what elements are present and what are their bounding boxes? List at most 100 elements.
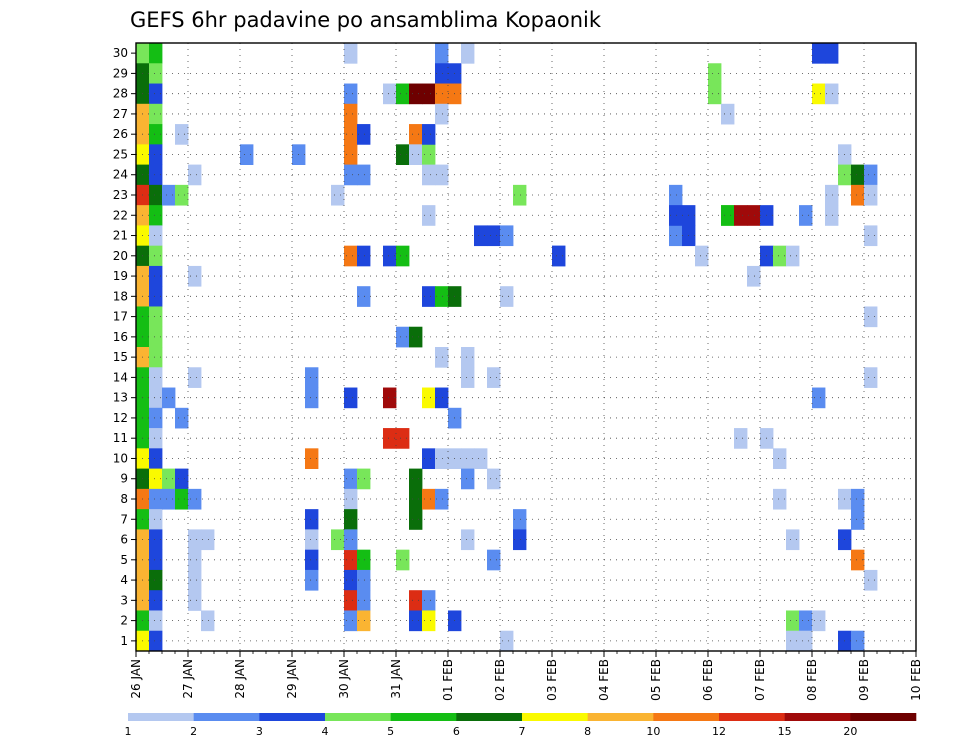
heatmap-cell (409, 509, 423, 530)
heatmap-cell (669, 225, 683, 247)
heatmap-cell (188, 367, 202, 388)
heatmap-cell (851, 509, 865, 530)
y-tick-label: 11 (113, 431, 128, 445)
heatmap-cell (305, 448, 319, 469)
heatmap-cell (422, 144, 436, 165)
heatmap-cell (136, 43, 150, 64)
heatmap-cell (825, 83, 839, 105)
heatmap-cell (149, 286, 163, 307)
heatmap-cell (864, 306, 878, 328)
heatmap-cell (513, 509, 527, 530)
colorbar-swatch (128, 713, 194, 721)
colorbar-tick-label: 10 (646, 725, 660, 738)
heatmap-cell (695, 245, 709, 267)
heatmap-cell (357, 286, 371, 307)
heatmap-cell (773, 488, 787, 510)
heatmap-cell (422, 590, 436, 611)
x-tick-label: 08 FEB (805, 659, 819, 701)
heatmap-cell (461, 43, 475, 64)
heatmap-cell (422, 610, 436, 632)
heatmap-cell (409, 590, 423, 611)
heatmap-cell (344, 529, 358, 551)
y-tick-label: 25 (113, 147, 128, 161)
heatmap-cell (357, 124, 371, 145)
heatmap-cell (812, 387, 826, 409)
heatmap-cell (461, 347, 475, 368)
heatmap-cell (162, 387, 176, 409)
y-axis: 1234567891011121314151617181920212223242… (113, 46, 136, 648)
heatmap-cell (344, 83, 358, 105)
heatmap-cell (162, 468, 176, 490)
y-tick-label: 22 (113, 208, 128, 222)
heatmap-cell (188, 488, 202, 510)
colorbar-tick-label: 8 (584, 725, 591, 738)
colorbar-swatch (653, 713, 720, 721)
colorbar-swatch (390, 713, 457, 721)
y-tick-label: 12 (113, 411, 128, 425)
heatmap-cell (396, 83, 410, 105)
heatmap-cell (357, 245, 371, 267)
heatmap-cell (149, 184, 163, 206)
heatmap-cell (149, 103, 163, 125)
heatmap-cell (864, 184, 878, 206)
heatmap-cell (708, 83, 722, 105)
y-tick-label: 14 (113, 370, 128, 384)
heatmap-cell (435, 286, 449, 307)
colorbar-tick-label: 2 (190, 725, 197, 738)
x-tick-label: 07 FEB (753, 659, 767, 701)
heatmap-cell (461, 448, 475, 469)
heatmap-cell (864, 367, 878, 388)
heatmap-cell (188, 590, 202, 611)
heatmap-cell (435, 488, 449, 510)
heatmap-cell (344, 164, 358, 186)
y-tick-label: 27 (113, 107, 128, 121)
heatmap-cell (149, 144, 163, 165)
heatmap-cell (812, 43, 826, 64)
y-tick-label: 2 (120, 614, 128, 628)
heatmap-cell (357, 468, 371, 490)
y-tick-label: 4 (120, 573, 128, 587)
heatmap-cell (721, 103, 735, 125)
heatmap-cell (344, 43, 358, 64)
heatmap-cell (149, 569, 163, 591)
x-tick-label: 02 FEB (493, 659, 507, 701)
heatmap-cell (487, 367, 501, 388)
x-tick-label: 27 JAN (181, 659, 195, 699)
heatmap-cell (500, 630, 514, 652)
heatmap-cell (149, 549, 163, 571)
heatmap-cell (149, 306, 163, 328)
heatmap-cell (461, 468, 475, 490)
heatmap-cell (500, 225, 514, 247)
heatmap-cell (188, 549, 202, 571)
heatmap-cell (435, 63, 449, 84)
heatmap-cell (162, 184, 176, 206)
heatmap-cell (383, 245, 397, 267)
heatmap-cell (461, 529, 475, 551)
heatmap-cell (396, 326, 410, 348)
heatmap-cell (357, 549, 371, 571)
heatmap-cell (149, 488, 163, 510)
heatmap-cell (552, 245, 566, 267)
heatmap-cell (422, 83, 436, 105)
x-tick-label: 31 JAN (389, 659, 403, 699)
y-tick-label: 18 (113, 289, 128, 303)
heatmap-cell (474, 225, 488, 247)
heatmap-cell (305, 569, 319, 591)
y-tick-label: 24 (113, 168, 128, 182)
heatmap-cell (149, 367, 163, 388)
heatmap-cell (188, 265, 202, 287)
colorbar-swatch (719, 713, 785, 721)
heatmap-cell (435, 164, 449, 186)
heatmap-cell (422, 488, 436, 510)
heatmap-cell (344, 509, 358, 530)
heatmap-cell (201, 529, 215, 551)
y-tick-label: 26 (113, 127, 128, 141)
colorbar-swatch (325, 713, 391, 721)
colorbar-swatch (259, 713, 326, 721)
heatmap-cell (344, 488, 358, 510)
x-tick-label: 09 FEB (857, 659, 871, 701)
x-tick-label: 29 JAN (285, 659, 299, 699)
y-tick-label: 6 (120, 533, 128, 547)
y-tick-label: 21 (113, 229, 128, 243)
heatmap-cell (201, 610, 215, 632)
